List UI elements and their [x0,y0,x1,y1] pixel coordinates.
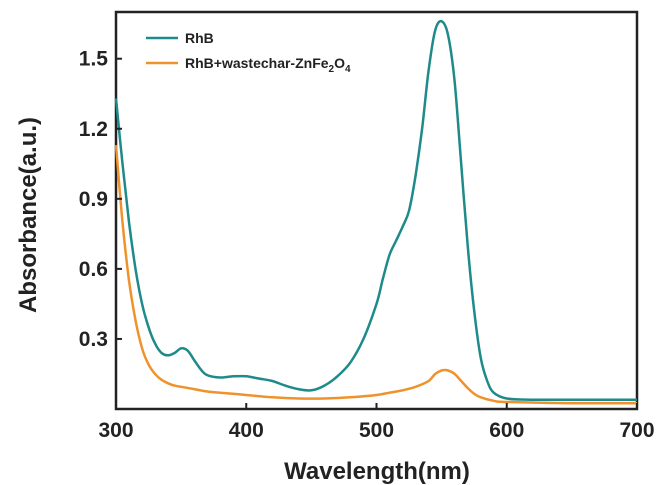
x-axis-title: Wavelength(nm) [284,458,470,485]
x-tick-label: 400 [229,419,264,442]
plot-frame [114,10,639,411]
legend-label-o: O [334,55,345,71]
legend-label-sub-4: 4 [345,64,351,75]
y-tick-label: 0.9 [79,188,108,211]
legend: RhB RhB+wastechar-ZnFe2O4 [146,30,351,75]
y-axis-title: Absorbance(a.u.) [15,117,42,313]
x-tick-label: 600 [489,419,524,442]
y-tick-label: 0.6 [79,258,108,281]
legend-label-main: RhB+wastechar-ZnFe [185,55,329,71]
series-line-0 [114,19,637,402]
ticks-layer [115,57,638,409]
legend-label-rhb: RhB [185,30,214,46]
legend-label-rhb-wastechar: RhB+wastechar-ZnFe2O4 [185,55,351,75]
x-tick-label: 700 [619,419,654,442]
y-tick-labels: 0.3 0.6 0.9 1.2 1.5 [79,48,109,351]
x-tick-label: 500 [359,419,394,442]
x-tick-label: 300 [98,419,133,442]
series-line-1 [114,144,638,405]
legend-label-sub-2: 2 [329,64,335,75]
y-tick-label: 1.2 [79,118,108,141]
series-layer [114,19,638,405]
x-tick-labels: 300 400 500 600 700 [98,419,654,442]
y-tick-label: 1.5 [79,48,109,71]
y-tick-label: 0.3 [79,328,108,351]
